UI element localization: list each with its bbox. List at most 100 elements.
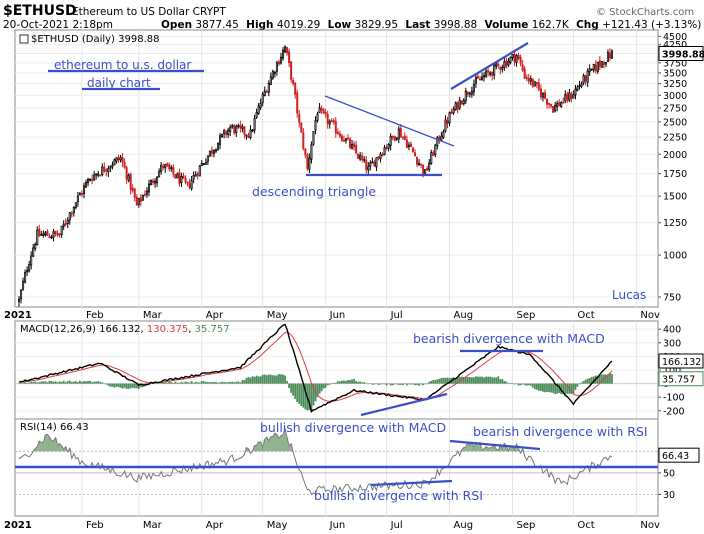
- candle-body: [261, 93, 264, 103]
- candle-body: [249, 129, 252, 138]
- candle-body: [570, 93, 573, 100]
- candle-body: [93, 174, 96, 180]
- macd-hist-bar: [213, 382, 215, 384]
- macd-hist-bar: [582, 381, 585, 384]
- macd-hist-bar: [310, 383, 313, 412]
- macd-hist-bar: [550, 383, 552, 393]
- candle-body: [428, 162, 431, 171]
- last-price-box: [658, 45, 704, 61]
- macd-hist-bar: [288, 383, 290, 388]
- candle-body: [103, 166, 106, 172]
- candle-body: [111, 164, 114, 168]
- macd-hist-bar: [436, 379, 439, 384]
- candle-body: [598, 60, 601, 67]
- rsi-overbought-fill: [462, 447, 465, 452]
- macd-legend-macd: 166.132: [99, 324, 140, 335]
- candle-body: [426, 168, 429, 171]
- macd-hist-bar: [338, 381, 341, 384]
- macd-hist-bar: [318, 383, 321, 394]
- candle-body: [511, 54, 514, 58]
- candle-body: [525, 76, 528, 79]
- rsi-overbought-fill: [495, 449, 498, 452]
- rsi-overbought-fill: [476, 443, 480, 452]
- candle-body: [472, 84, 475, 93]
- candle-body: [190, 180, 193, 189]
- macd-hist-bar: [50, 381, 53, 384]
- candle-body: [606, 52, 609, 62]
- rsi-axis-ticks: 30507066.43: [658, 447, 700, 501]
- candle-body: [535, 81, 538, 85]
- macd-hist-bar: [101, 382, 104, 384]
- candle-body: [434, 144, 437, 155]
- month-label: May: [267, 310, 288, 321]
- macd-hist-bar: [473, 377, 475, 384]
- rsi-overbought-fill: [478, 442, 482, 452]
- candle-body: [147, 183, 150, 193]
- macd-hist-bar: [432, 379, 435, 384]
- candle-body: [125, 167, 128, 180]
- candle-body: [52, 231, 55, 238]
- macd-hist-bar: [235, 381, 238, 384]
- candle-body: [456, 101, 459, 110]
- candle-body: [269, 76, 272, 86]
- macd-hist-bar: [265, 375, 268, 384]
- macd-hist-bar: [521, 383, 524, 385]
- candle-body: [373, 161, 376, 167]
- macd-hist-bar: [383, 383, 386, 385]
- macd-hist-bar: [194, 381, 197, 384]
- candle-body: [36, 229, 39, 245]
- candle-body: [381, 154, 384, 157]
- candle-body: [292, 79, 295, 84]
- candle-body: [154, 181, 157, 184]
- annotation-rsi-bull: bullish divergence with RSI: [314, 488, 483, 503]
- candle-body: [286, 47, 289, 54]
- candle-body: [160, 164, 163, 172]
- price-panel: 7501000125015001750200022502500275030003…: [14, 29, 704, 308]
- macd-hist-bar: [596, 375, 599, 384]
- macd-hist-bar: [324, 383, 327, 388]
- rsi-bull-line: [370, 479, 453, 487]
- low-value: 3829.95: [355, 19, 398, 31]
- macd-hist-bar: [137, 383, 140, 390]
- candle-body: [208, 150, 211, 157]
- rsi-overbought-fill: [263, 439, 266, 452]
- annotations: ethereum to u.s. dollar daily chart desc…: [15, 42, 658, 503]
- macd-hist-bar: [542, 383, 544, 392]
- macd-hist-bar: [507, 383, 510, 385]
- candle-body: [28, 264, 31, 272]
- candle-body: [529, 78, 532, 82]
- candle-body: [17, 298, 21, 302]
- macd-hist-bar: [428, 381, 431, 384]
- macd-hist-bar: [393, 383, 396, 385]
- candle-body: [85, 182, 88, 188]
- candle-body: [290, 61, 293, 80]
- macd-hist-bar: [497, 376, 500, 384]
- macd-hist-bar: [491, 377, 494, 384]
- candle-body: [464, 90, 467, 102]
- candle-body: [513, 53, 516, 63]
- candle-body: [139, 197, 142, 202]
- macd-hist-bar: [198, 382, 201, 384]
- macd-hist-bar: [154, 383, 156, 384]
- candle-body: [572, 94, 575, 99]
- rsi-overbought-fill: [265, 437, 268, 452]
- month-axis: Feb Feb Mar Mar Apr Apr May May Jun Jun Jul Jul Aug A…: [4, 310, 660, 531]
- macd-hist-bar: [24, 381, 26, 384]
- candle-body: [206, 155, 209, 162]
- year-label-bottom: 2021: [4, 520, 32, 531]
- macd-hist-bar: [353, 378, 355, 384]
- candle-body: [460, 100, 463, 105]
- candle-body: [273, 72, 276, 74]
- macd-hist-bar: [257, 376, 260, 384]
- rsi-value-badge: 66.43: [662, 451, 689, 462]
- macd-hist-bar: [546, 383, 548, 392]
- rsi-overbought-fill: [290, 443, 293, 452]
- macd-hist-bar: [304, 383, 307, 410]
- macd-hist-bar: [180, 381, 183, 384]
- candle-body: [296, 92, 299, 114]
- rsi-overbought-fill: [503, 443, 506, 452]
- macd-hist-bar: [416, 383, 418, 385]
- price-tick-label: 750: [663, 292, 681, 303]
- price-legend: $ETHUSD (Daily) 3998.88: [19, 34, 160, 45]
- macd-hist-bar: [537, 383, 540, 391]
